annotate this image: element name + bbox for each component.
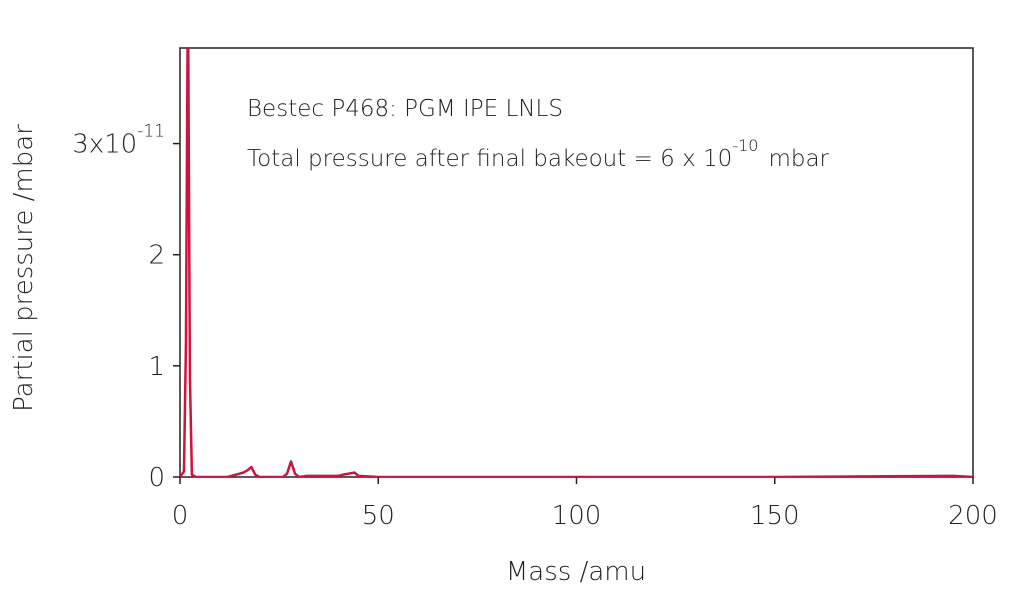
annotation-text: Total pressure after final bakeout = 6 x… [247, 146, 732, 172]
annotation-suffix: mbar [768, 146, 829, 172]
annotation: Total pressure after final bakeout = 6 x… [247, 136, 830, 172]
y-tick-label: 0 [148, 463, 165, 493]
x-tick-label: 100 [552, 501, 602, 531]
x-tick-label: 200 [948, 501, 998, 531]
annotation: Bestec P468: PGM IPE LNLS [247, 96, 563, 122]
annotation-text: Bestec P468: PGM IPE LNLS [247, 96, 563, 122]
y-tick-label: 1 [148, 352, 165, 382]
spectrum-line [180, 48, 973, 477]
x-axis-title: Mass /amu [506, 557, 646, 587]
y-tick-label: 2 [148, 241, 165, 271]
y-axis-title: Partial pressure /mbar [9, 124, 39, 412]
x-tick-label: 0 [172, 501, 189, 531]
y-tick-label-base: 3x10 [72, 130, 137, 160]
annotation-superscript: -10 [732, 136, 758, 155]
x-tick-label: 150 [750, 501, 800, 531]
y-tick-label-exponent: -11 [137, 122, 165, 142]
y-tick-label: 3x10-11 [72, 122, 165, 160]
x-tick-label: 50 [362, 501, 395, 531]
